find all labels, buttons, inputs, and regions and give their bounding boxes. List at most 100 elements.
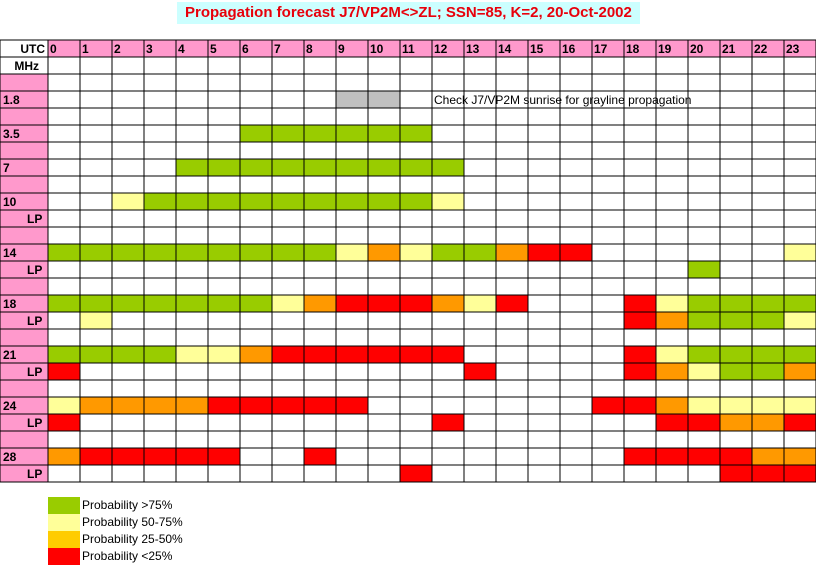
grid-cell [303,141,337,160]
grid-cell [79,192,113,211]
grid-cell [559,328,593,347]
grid-cell [175,447,209,466]
grid-cell [303,192,337,211]
grid-cell [175,464,209,483]
grid-cell [239,56,273,75]
grid-cell [47,447,81,466]
grid-cell [47,413,81,432]
grid-cell [239,345,273,364]
grid-cell [591,158,625,177]
grid-cell [751,209,785,228]
grid-cell [111,362,145,381]
grid-cell [79,430,113,449]
grid-cell [303,107,337,126]
grid-cell [367,430,401,449]
grid-cell [527,158,561,177]
grid-cell [143,141,177,160]
grid-cell [79,124,113,143]
grid-cell [271,260,305,279]
grid-cell [335,311,369,330]
grid-cell [79,362,113,381]
grid-cell [559,413,593,432]
grid-cell [239,107,273,126]
grid-cell [111,277,145,296]
grid-cell [271,345,305,364]
grid-cell [207,90,241,109]
grid-cell [783,379,816,398]
grid-cell [591,107,625,126]
grid-cell [79,345,113,364]
grid-cell [751,379,785,398]
grid-cell [239,124,273,143]
grid-cell [559,192,593,211]
grid-cell [271,90,305,109]
grid-cell [303,311,337,330]
grid-cell [207,277,241,296]
grid-cell [431,277,465,296]
grid-cell [719,396,753,415]
grid-cell [751,277,785,296]
grid-cell [719,226,753,245]
grid-cell [207,379,241,398]
grid-cell [495,175,529,194]
grid-cell [623,447,657,466]
row-label: LP [27,263,42,277]
grid-cell [335,294,369,313]
grid-cell [559,260,593,279]
grid-cell [719,294,753,313]
grid-cell [431,158,465,177]
grid-cell [303,464,337,483]
grid-cell [655,141,689,160]
grid-cell [79,141,113,160]
grid-cell [175,107,209,126]
legend-swatch-medium-low [48,531,80,548]
grid-cell [655,447,689,466]
grid-cell [495,243,529,262]
grid-cell [367,311,401,330]
row-label-cell [0,175,49,194]
grid-cell [463,226,497,245]
grid-cell [175,192,209,211]
grid-cell [463,141,497,160]
grid-cell [495,430,529,449]
grid-cell [783,294,816,313]
grid-cell [47,362,81,381]
grid-cell [495,209,529,228]
grid-cell [783,345,816,364]
grid-cell [143,311,177,330]
grid-cell [591,379,625,398]
grid-cell [591,294,625,313]
grid-cell [687,277,721,296]
grid-cell [783,209,816,228]
grid-cell [687,260,721,279]
grid-cell [719,464,753,483]
row-label-cell [0,107,49,126]
legend-label-low: Probability <25% [82,549,173,563]
grid-cell [239,243,273,262]
row-label: 3.5 [3,127,20,141]
grid-cell [399,328,433,347]
grid-cell [527,209,561,228]
grid-cell [303,362,337,381]
grid-cell [495,277,529,296]
grid-cell [751,124,785,143]
grid-cell [47,192,81,211]
grid-cell [527,243,561,262]
grid-cell [655,413,689,432]
grid-cell [367,413,401,432]
grid-cell [175,396,209,415]
grid-cell [783,277,816,296]
grid-cell [623,413,657,432]
grid-cell [527,73,561,92]
grid-cell [719,260,753,279]
grid-cell [463,260,497,279]
grid-cell [239,413,273,432]
grid-cell [783,430,816,449]
grid-cell [111,464,145,483]
grid-cell [47,396,81,415]
grid-cell [207,294,241,313]
grid-cell [751,294,785,313]
grid-cell [111,311,145,330]
grid-cell [623,243,657,262]
hour-label: 0 [50,42,57,56]
